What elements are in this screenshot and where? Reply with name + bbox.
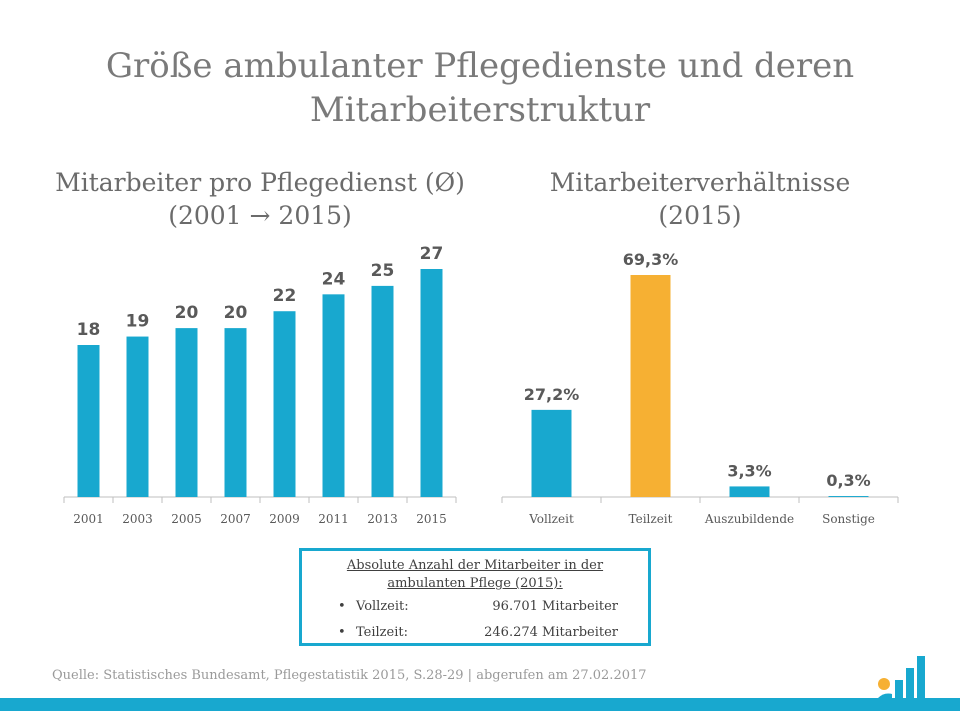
x-tick-label: 2009 [269, 512, 300, 526]
bar-value-label: 27 [420, 244, 444, 264]
left-chart-title-line1: Mitarbeiter pro Pflegedienst (Ø) [55, 168, 465, 197]
x-tick-label: 2005 [171, 512, 202, 526]
bullet: • [338, 625, 346, 640]
left-chart-title-line2: (2001 → 2015) [168, 201, 352, 230]
bar-2013 [371, 285, 394, 497]
page-title: Größe ambulanter Pflegedienste und deren… [0, 44, 960, 132]
chart-employment-ratios: 27,2% Vollzeit 69,3% Teilzeit 3,3% Auszubilde… [501, 250, 899, 526]
x-tick-label: Vollzeit [528, 512, 574, 526]
bar-teilzeit [630, 275, 671, 497]
bar-2015 [420, 269, 443, 497]
x-tick-label: Auszubildende [704, 512, 794, 526]
bar-value-label: 69,3% [623, 250, 679, 269]
bar-value-label: 24 [322, 269, 346, 289]
info-box: Absolute Anzahl der Mitarbeiter in der a… [299, 548, 651, 646]
bar-2005 [175, 328, 198, 497]
bar-2007 [224, 328, 247, 497]
right-chart-title: Mitarbeiterverhältnisse (2015) [500, 166, 900, 232]
info-row-teilzeit: • Teilzeit: 246.274 Mitarbeiter [338, 623, 618, 643]
bar-value-label: 25 [371, 261, 395, 281]
info-row-label: Vollzeit: [356, 599, 409, 614]
source-note: Quelle: Statistisches Bundesamt, Pfleges… [52, 668, 647, 683]
bar-auszubildende [729, 486, 770, 497]
right-chart-title-line2: (2015) [658, 201, 742, 230]
info-row-value: 96.701 Mitarbeiter [492, 599, 618, 614]
bar-value-label: 3,3% [727, 461, 771, 480]
info-box-heading-line1: Absolute Anzahl der Mitarbeiter in der [346, 558, 604, 573]
x-tick-label: 2011 [318, 512, 349, 526]
x-tick-label: 2001 [73, 512, 104, 526]
bar-2011 [322, 294, 345, 497]
x-tick-label: 2007 [220, 512, 251, 526]
bar-value-label: 27,2% [524, 385, 580, 404]
page-title-line1: Größe ambulanter Pflegedienste und deren [105, 46, 855, 86]
footer-bar [0, 698, 960, 711]
bar-2001 [77, 345, 100, 497]
bar-value-label: 20 [224, 303, 248, 323]
right-chart-title-line1: Mitarbeiterverhältnisse [549, 168, 851, 197]
x-tick-label: 2015 [416, 512, 447, 526]
bar-sonstige [828, 496, 869, 497]
bar-vollzeit [531, 409, 572, 497]
bar-value-label: 18 [77, 320, 101, 340]
bar-value-label: 0,3% [826, 471, 870, 490]
left-chart-title: Mitarbeiter pro Pflegedienst (Ø) (2001 →… [40, 166, 480, 232]
page-title-line2: Mitarbeiterstruktur [309, 90, 651, 130]
x-tick-label: Sonstige [822, 512, 875, 526]
bar-value-label: 19 [126, 312, 150, 332]
x-tick-label: 2013 [367, 512, 398, 526]
x-tick-label: 2003 [122, 512, 153, 526]
company-logo-icon [878, 656, 925, 710]
bar-2003 [126, 336, 149, 497]
info-box-heading-line2: ambulanten Pflege (2015): [387, 576, 563, 591]
x-tick-label: Teilzeit [629, 512, 673, 526]
bar-value-label: 22 [273, 286, 297, 306]
bullet: • [338, 599, 346, 614]
info-row-label: Teilzeit: [356, 625, 408, 640]
bar-value-label: 20 [175, 303, 199, 323]
bar-2009 [273, 311, 296, 497]
info-row-vollzeit: • Vollzeit: 96.701 Mitarbeiter [338, 597, 618, 617]
chart-employees-per-service: 18 2001 19 2003 20 2005 20 2007 22 2009 24 2011 25 20… [63, 244, 457, 526]
info-box-heading: Absolute Anzahl der Mitarbeiter in der a… [302, 557, 648, 593]
info-row-value: 246.274 Mitarbeiter [484, 625, 618, 640]
